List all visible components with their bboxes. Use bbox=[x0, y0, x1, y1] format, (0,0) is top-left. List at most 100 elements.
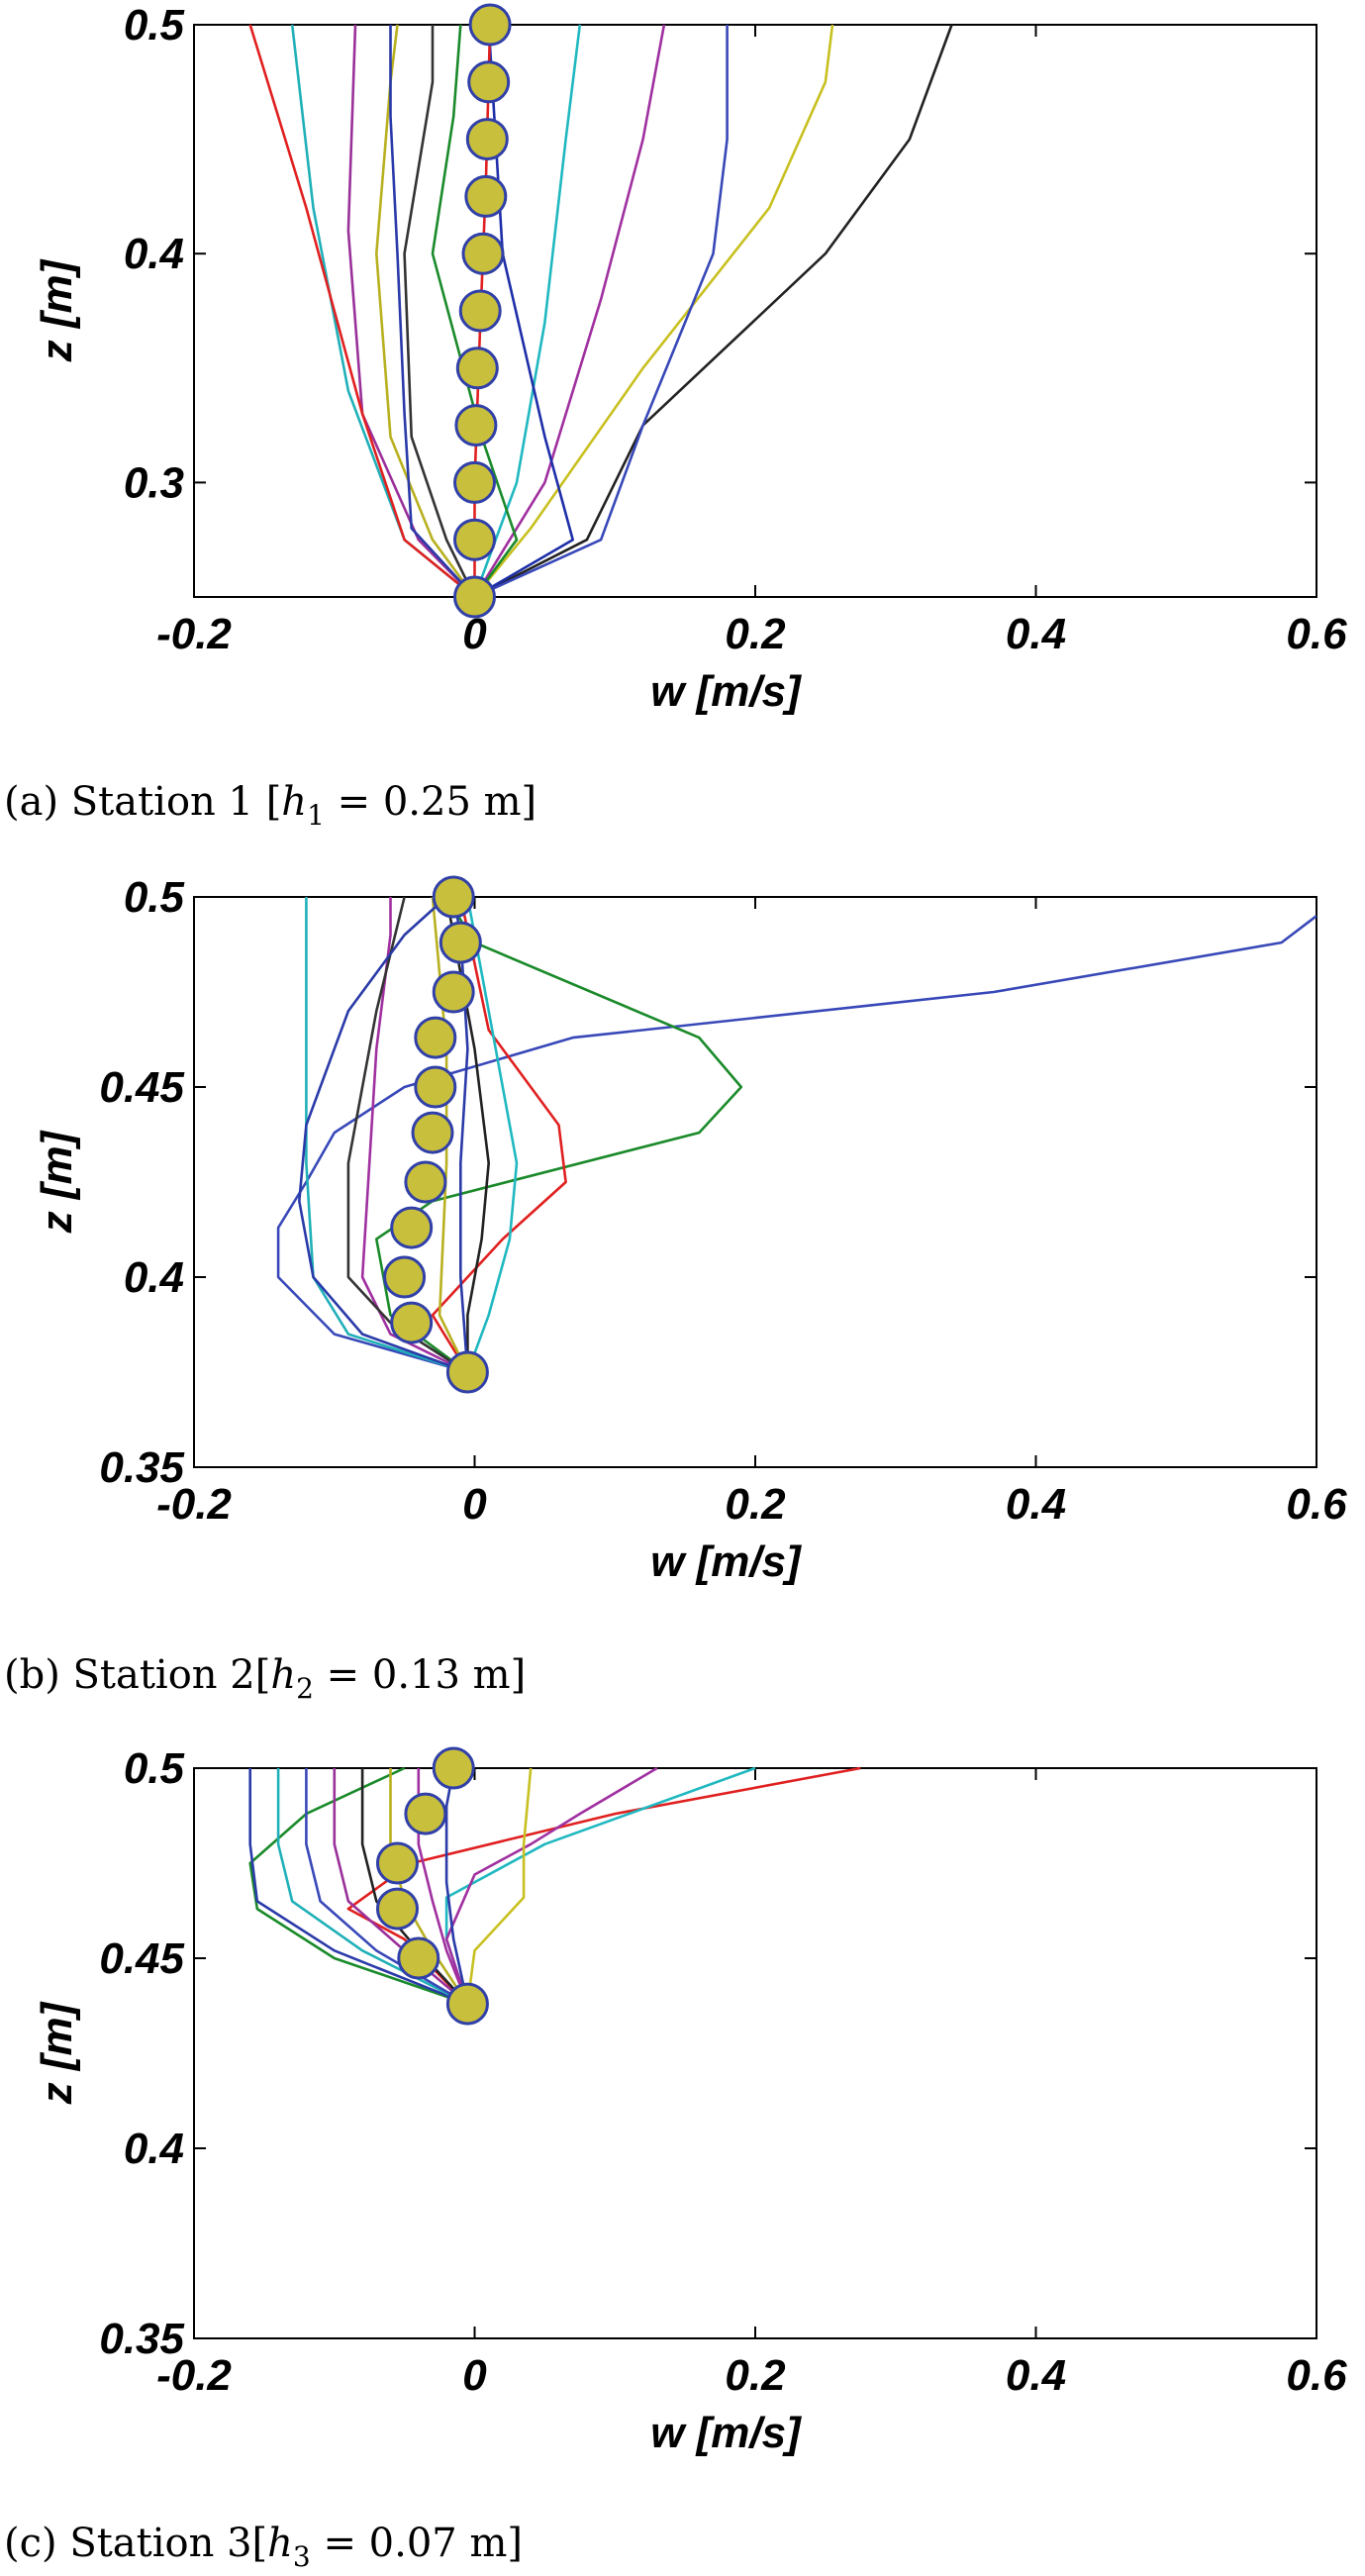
x-tick-label: 0.6 bbox=[1286, 2351, 1347, 2400]
series-line-cyan2 bbox=[276, 1768, 468, 2006]
x-axis-label: w [m/s] bbox=[650, 667, 802, 716]
caption-var: h bbox=[270, 1652, 296, 1698]
x-axis-label: w [m/s] bbox=[650, 1537, 802, 1586]
data-marker bbox=[464, 174, 508, 218]
x-tick-label: -0.2 bbox=[156, 610, 232, 658]
y-axis-label: z [m] bbox=[33, 258, 81, 362]
series-line-navy bbox=[248, 1768, 468, 2006]
series-line-blue-spike bbox=[276, 915, 1316, 1374]
series-line-green bbox=[374, 896, 743, 1374]
series-line-purple bbox=[444, 1766, 658, 2005]
y-tick-label: 0.5 bbox=[124, 1744, 185, 1793]
y-tick-label: 0.35 bbox=[99, 2315, 184, 2363]
caption-sub: 2 bbox=[296, 1672, 314, 1705]
x-tick-label: 0.4 bbox=[1006, 1480, 1066, 1529]
y-axis-label: z [m] bbox=[33, 1130, 81, 1234]
series-line-darkgray bbox=[403, 25, 476, 598]
series-line-navy bbox=[297, 896, 468, 1374]
series-line-blue bbox=[473, 25, 729, 599]
y-tick-label: 0.4 bbox=[124, 2125, 184, 2173]
data-marker bbox=[453, 518, 496, 561]
data-marker bbox=[390, 1301, 434, 1344]
chart-panel-a: -0.2 0 0.2 0.4 0.60.30.40.5w [m/s]z [m](a) S… bbox=[4, 1, 1347, 832]
series-line-olive bbox=[466, 1767, 533, 2005]
caption-prefix: (a) Station 1 [ bbox=[4, 779, 281, 825]
data-marker bbox=[414, 1065, 457, 1109]
x-tick-label: 0.6 bbox=[1286, 610, 1347, 658]
data-marker bbox=[468, 3, 512, 47]
data-marker bbox=[376, 1887, 419, 1931]
y-tick-label: 0.45 bbox=[99, 1063, 184, 1112]
caption-rest: = 0.13 m] bbox=[314, 1652, 526, 1698]
series-line-navy bbox=[389, 25, 476, 598]
series-line-red bbox=[431, 896, 567, 1373]
caption-prefix: (b) Station 2[ bbox=[4, 1652, 270, 1698]
data-marker bbox=[397, 1936, 440, 1980]
x-axis-label: w [m/s] bbox=[650, 2409, 802, 2457]
x-tick-label: 0.2 bbox=[725, 610, 786, 658]
series-line-green bbox=[248, 1766, 468, 2006]
x-tick-label: 0.4 bbox=[1006, 610, 1066, 658]
data-marker bbox=[383, 1255, 427, 1299]
y-tick-label: 0.3 bbox=[124, 458, 184, 507]
caption-sub: 1 bbox=[307, 799, 325, 832]
data-marker bbox=[414, 1016, 457, 1059]
x-tick-label: 0.6 bbox=[1286, 1480, 1347, 1529]
caption-rest: = 0.07 m] bbox=[311, 2521, 523, 2566]
plot-frame-a bbox=[193, 24, 1317, 598]
series-line-center bbox=[444, 1767, 469, 2005]
series-line-darkblue bbox=[473, 24, 575, 599]
plot-area-a bbox=[248, 24, 953, 599]
series-line-black bbox=[473, 24, 953, 599]
data-marker bbox=[454, 404, 498, 447]
data-marker bbox=[390, 1206, 434, 1249]
plot-frame-b bbox=[193, 896, 1317, 1468]
series-line-yellow bbox=[473, 24, 834, 598]
panel-caption-a: (a) Station 1 [h1 = 0.25 m] bbox=[4, 779, 536, 832]
x-tick-label: 0.4 bbox=[1006, 2351, 1066, 2400]
data-marker bbox=[467, 60, 511, 104]
series-line-cyan bbox=[473, 24, 582, 598]
data-marker bbox=[455, 347, 499, 390]
data-marker bbox=[432, 970, 475, 1014]
data-marker bbox=[453, 460, 496, 504]
caption-sub: 3 bbox=[293, 2540, 311, 2573]
caption-var: h bbox=[267, 2521, 293, 2566]
data-marker bbox=[445, 1982, 489, 2026]
series-line-cyan2 bbox=[305, 897, 468, 1374]
x-tick-label: 0 bbox=[462, 1480, 487, 1529]
data-marker bbox=[404, 1160, 447, 1204]
series-line-purple bbox=[473, 24, 666, 598]
series-line-cyan bbox=[466, 896, 519, 1373]
plot-area-c bbox=[248, 1766, 861, 2006]
y-axis-label: z [m] bbox=[33, 2001, 81, 2105]
x-tick-label: 0.2 bbox=[725, 1480, 786, 1529]
series-line-black bbox=[444, 896, 491, 1372]
panel-caption-b: (b) Station 2[h2 = 0.13 m] bbox=[4, 1652, 526, 1705]
y-tick-label: 0.4 bbox=[124, 230, 184, 278]
data-marker bbox=[439, 921, 482, 964]
panel-caption-c: (c) Station 3[h3 = 0.07 m] bbox=[4, 2521, 523, 2573]
data-marker bbox=[432, 1746, 475, 1790]
data-marker bbox=[465, 118, 509, 161]
x-tick-label: 0 bbox=[462, 2351, 487, 2400]
data-marker bbox=[458, 289, 502, 333]
series-line-green bbox=[431, 24, 519, 598]
series-line-red bbox=[248, 24, 476, 599]
x-tick-label: 0.2 bbox=[725, 2351, 786, 2400]
x-tick-label: -0.2 bbox=[156, 1480, 232, 1529]
data-marker bbox=[432, 875, 475, 919]
data-marker bbox=[404, 1792, 447, 1835]
data-marker bbox=[453, 575, 496, 619]
caption-rest: = 0.25 m] bbox=[325, 779, 536, 825]
series-line-purple bbox=[360, 897, 468, 1374]
plot-frame-c bbox=[193, 1767, 1317, 2339]
y-tick-label: 0.5 bbox=[124, 873, 185, 922]
chart-panel-c: -0.2 0 0.2 0.4 0.6 0.35 0.4 0.45 0.5 w [m/s] z [m]… bbox=[4, 1744, 1347, 2573]
y-tick-label: 0.5 bbox=[124, 1, 185, 50]
x-tick-label: -0.2 bbox=[156, 2351, 232, 2400]
data-marker bbox=[376, 1841, 419, 1885]
y-tick-label: 0.45 bbox=[99, 1934, 184, 1983]
chart-panel-b: -0.2 0 0.2 0.4 0.6 0.35 0.4 0.45 0.5 w [m/s] z [m]… bbox=[4, 873, 1347, 1705]
